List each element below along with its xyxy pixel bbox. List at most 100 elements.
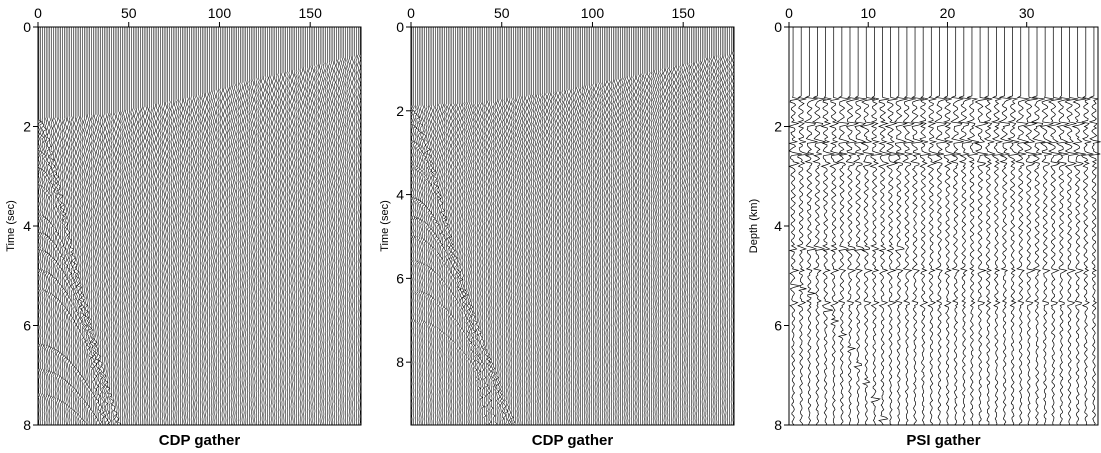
y-tick-label: 6	[23, 318, 31, 334]
seismic-trace	[1071, 27, 1087, 426]
seismic-trace	[943, 27, 956, 426]
y-tick-label: 6	[396, 270, 404, 286]
seismic-trace	[419, 27, 423, 426]
seismic-trace	[301, 27, 303, 426]
seismic-trace	[259, 27, 262, 426]
seismic-trace	[567, 27, 569, 425]
seismic-trace	[59, 27, 63, 426]
x-tick-label: 100	[208, 5, 232, 21]
seismic-trace	[128, 27, 131, 426]
seismic-trace	[726, 27, 729, 426]
y-tick-label: 4	[774, 218, 782, 234]
seismic-trace	[486, 27, 490, 426]
seismic-trace	[324, 27, 327, 426]
seismic-trace	[106, 27, 111, 426]
seismic-trace	[481, 27, 485, 426]
seismic-trace	[283, 27, 285, 426]
seismic-trace	[66, 27, 70, 426]
seismic-trace	[346, 27, 349, 426]
seismic-trace	[104, 27, 109, 426]
seismic-trace	[536, 27, 538, 426]
seismic-trace	[302, 27, 305, 426]
seismic-trace	[661, 27, 664, 426]
seismic-trace	[270, 27, 273, 426]
seismic-trace	[674, 27, 676, 426]
seismic-trace	[341, 27, 343, 426]
seismic-trace	[1056, 27, 1071, 426]
seismic-trace	[990, 27, 1004, 426]
seismic-trace	[165, 27, 167, 426]
seismic-trace	[719, 27, 722, 426]
seismic-trace	[315, 27, 318, 426]
seismic-trace	[435, 27, 440, 426]
x-tick-label: 0	[785, 5, 793, 21]
seismic-trace	[275, 27, 278, 425]
seismic-trace	[186, 27, 189, 426]
psi-gather-panel: 0 10 20 30 0 2 4 6 8 Depth (km) PSI gather	[748, 5, 1101, 449]
seismic-trace	[811, 27, 826, 426]
seismic-trace	[60, 27, 65, 426]
y-tick-label: 2	[774, 119, 782, 135]
seismic-trace	[501, 27, 505, 426]
seismic-trace	[558, 27, 560, 426]
seismic-trace	[412, 27, 416, 426]
seismic-trace	[293, 27, 296, 426]
seismic-trace	[299, 27, 302, 426]
seismic-trace	[659, 27, 662, 426]
y-tick-label: 2	[23, 119, 31, 135]
seismic-trace	[507, 27, 510, 426]
seismic-trace	[474, 27, 478, 426]
y-tick-label: 4	[396, 187, 404, 203]
cdp-gather-panel-2: 0 50 100 150 0 2 4 6 8 Time (sec) CDP gather	[379, 5, 735, 449]
seismic-trace	[342, 27, 345, 426]
seismic-trace	[190, 27, 193, 426]
seismic-trace	[699, 27, 702, 426]
seismic-trace	[417, 27, 422, 426]
seismic-trace	[717, 27, 720, 426]
seismic-trace	[139, 27, 142, 426]
seismic-trace	[448, 27, 452, 426]
seismic-trace	[681, 27, 684, 426]
cdp-gather-2-x-axis: 0 50 100 150	[407, 5, 695, 27]
seismic-trace	[910, 27, 924, 426]
seismic-trace	[168, 27, 171, 426]
x-tick-label: 50	[121, 5, 137, 21]
seismic-trace	[494, 27, 497, 426]
y-tick-label: 8	[23, 417, 31, 433]
seismic-trace	[277, 27, 280, 426]
seismic-trace	[732, 27, 734, 426]
seismic-trace	[675, 27, 678, 426]
seismic-trace	[444, 27, 449, 426]
seismic-trace	[116, 27, 122, 426]
seismic-trace	[62, 27, 67, 426]
seismic-trace	[1080, 27, 1094, 426]
seismic-trace	[1023, 27, 1038, 426]
seismic-trace	[286, 27, 289, 426]
seismic-trace	[636, 27, 638, 426]
seismic-trace	[179, 27, 182, 426]
seismic-trace	[983, 27, 996, 426]
x-tick-label: 10	[860, 5, 876, 21]
seismic-trace	[197, 27, 200, 426]
seismic-trace	[694, 27, 696, 426]
seismic-trace	[48, 27, 52, 426]
seismic-trace	[177, 27, 180, 426]
seismic-trace	[55, 27, 60, 426]
seismic-trace	[621, 27, 624, 426]
seismic-trace	[159, 27, 162, 426]
seismic-trace	[163, 27, 165, 426]
seismic-trace	[175, 27, 178, 426]
seismic-trace	[450, 27, 454, 426]
seismic-trace	[130, 27, 133, 426]
seismic-trace	[137, 27, 140, 426]
seismic-trace	[652, 27, 655, 426]
seismic-trace	[1039, 27, 1054, 426]
seismic-trace	[428, 27, 433, 426]
seismic-trace	[263, 27, 265, 426]
x-tick-label: 20	[940, 5, 956, 21]
seismic-trace	[290, 27, 292, 426]
seismic-trace	[44, 27, 49, 426]
seismic-trace	[836, 27, 851, 426]
seismic-trace	[257, 27, 260, 426]
seismic-trace	[255, 27, 258, 426]
